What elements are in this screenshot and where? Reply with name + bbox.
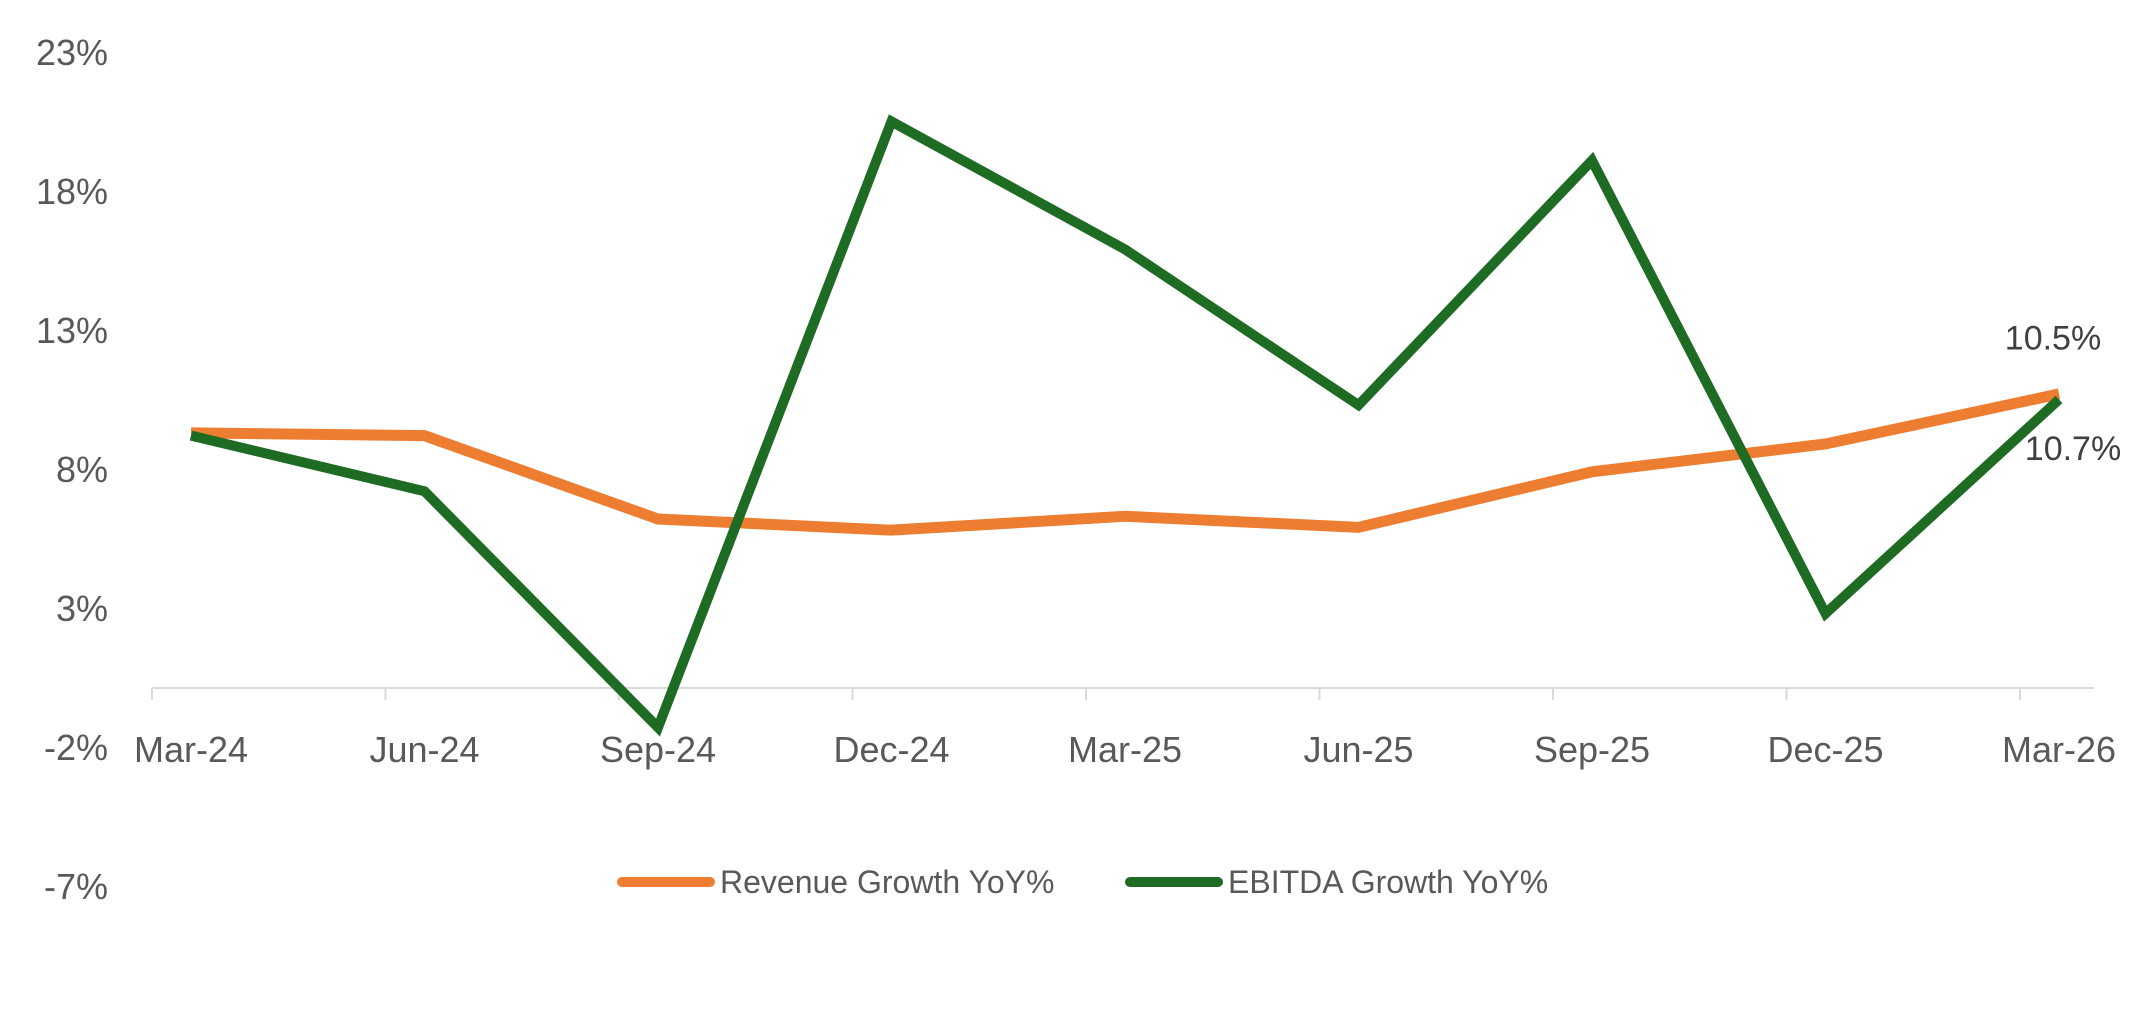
y-tick-label: -7%: [44, 866, 108, 907]
y-tick-label: 23%: [36, 32, 108, 73]
series-layer: [189, 114, 2063, 737]
x-tick-label: Sep-24: [600, 729, 716, 770]
y-tick-label: -2%: [44, 727, 108, 768]
x-axis: Mar-24 Jun-24 Sep-24 Dec-24 Mar-25 Jun-25 Sep-…: [134, 687, 2116, 770]
y-tick-label: 3%: [56, 588, 108, 629]
y-tick-label: 8%: [56, 449, 108, 490]
data-label: 10.7%: [2025, 430, 2121, 468]
legend: Revenue Growth YoY% EBITDA Growth YoY%: [617, 864, 1548, 900]
legend-label: Revenue Growth YoY%: [720, 864, 1054, 900]
x-tick-label: Dec-25: [1767, 729, 1883, 770]
y-axis: 23% 18% 13% 8% 3% -2% -7%: [36, 32, 108, 907]
data-label: 10.5%: [2005, 320, 2101, 358]
x-tick-label: Jun-24: [369, 729, 479, 770]
x-tick-label: Sep-25: [1534, 729, 1650, 770]
data-labels: 10.5% 10.7%: [2005, 320, 2121, 468]
y-tick-label: 13%: [36, 310, 108, 351]
legend-label: EBITDA Growth YoY%: [1228, 864, 1548, 900]
y-tick-label: 18%: [36, 171, 108, 212]
x-tick-label: Mar-24: [134, 729, 248, 770]
ebitda-growth-line: [189, 114, 2063, 737]
x-tick-label: Mar-26: [2002, 729, 2116, 770]
revenue-growth-line: [190, 388, 2061, 536]
x-tick-label: Jun-25: [1303, 729, 1413, 770]
x-tick-label: Mar-25: [1068, 729, 1182, 770]
x-tick-label: Dec-24: [833, 729, 949, 770]
